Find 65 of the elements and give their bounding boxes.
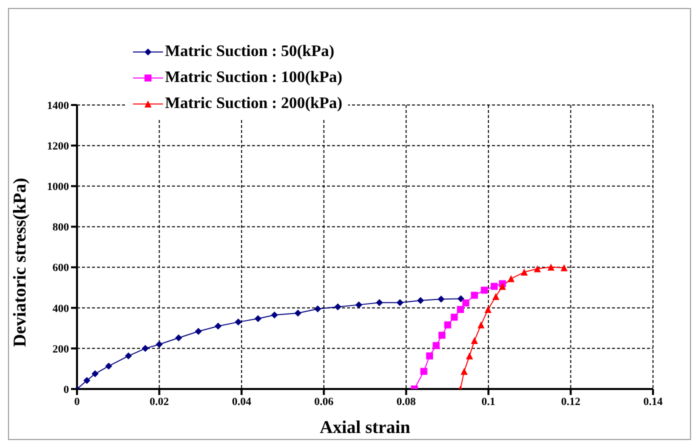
point <box>194 328 202 335</box>
point <box>124 352 132 360</box>
x-tick-label: 0.12 <box>561 396 581 408</box>
point <box>156 340 163 348</box>
point <box>355 301 362 308</box>
y-tick-label: 800 <box>52 222 70 234</box>
point <box>508 275 515 282</box>
point <box>314 305 322 312</box>
y-tick-label: 200 <box>52 343 70 356</box>
point <box>254 315 262 322</box>
point <box>92 370 99 378</box>
point <box>444 321 452 328</box>
point <box>462 299 470 306</box>
y-tick-label: 1200 <box>47 140 70 152</box>
x-tick-label: 0.14 <box>643 396 664 408</box>
point <box>376 299 383 306</box>
point <box>438 296 445 303</box>
y-tick-label: 600 <box>52 262 70 274</box>
point <box>478 321 485 328</box>
point <box>457 295 464 302</box>
y-tick-label: 1000 <box>47 181 70 194</box>
point <box>105 362 112 370</box>
x-tick-label: 0.1 <box>482 396 496 408</box>
point <box>470 292 478 299</box>
point <box>492 292 500 300</box>
x-tick-label: 0.06 <box>314 396 334 408</box>
point <box>450 314 458 321</box>
point <box>470 337 478 344</box>
point <box>420 368 428 375</box>
legend-label: Matric Suction : 200(kPa) <box>165 94 342 114</box>
point <box>534 265 541 272</box>
x-axis-title: Axial strain <box>320 417 410 437</box>
point <box>334 303 342 310</box>
point <box>396 299 404 306</box>
point <box>456 306 464 313</box>
point <box>498 282 506 290</box>
x-tick-label: 0 <box>74 396 80 408</box>
point <box>83 376 90 384</box>
point <box>214 322 222 330</box>
point <box>520 268 528 276</box>
point <box>294 310 302 317</box>
y-tick-label: 400 <box>52 302 70 315</box>
point <box>175 334 182 342</box>
point <box>560 264 568 272</box>
y-tick-label: 0 <box>64 384 70 396</box>
point <box>438 332 446 339</box>
point <box>460 368 468 375</box>
point <box>466 352 474 360</box>
legend-label: Matric Suction : 100(kPa) <box>165 68 342 88</box>
y-tick-label: 1400 <box>47 100 70 112</box>
point <box>490 282 498 290</box>
point <box>484 306 492 313</box>
point <box>417 297 424 304</box>
point <box>432 342 440 350</box>
point <box>426 352 434 360</box>
point <box>270 311 278 318</box>
point <box>142 344 149 352</box>
point <box>547 264 554 271</box>
x-tick-label: 0.08 <box>396 396 416 408</box>
y-axis-title: Deviatoric stress(kPa) <box>9 178 30 347</box>
point <box>234 318 242 326</box>
legend-label: Matric Suction : 50(kPa) <box>165 42 334 62</box>
point <box>480 286 488 294</box>
x-tick-label: 0.04 <box>232 396 252 408</box>
x-tick-label: 0.02 <box>150 396 170 408</box>
